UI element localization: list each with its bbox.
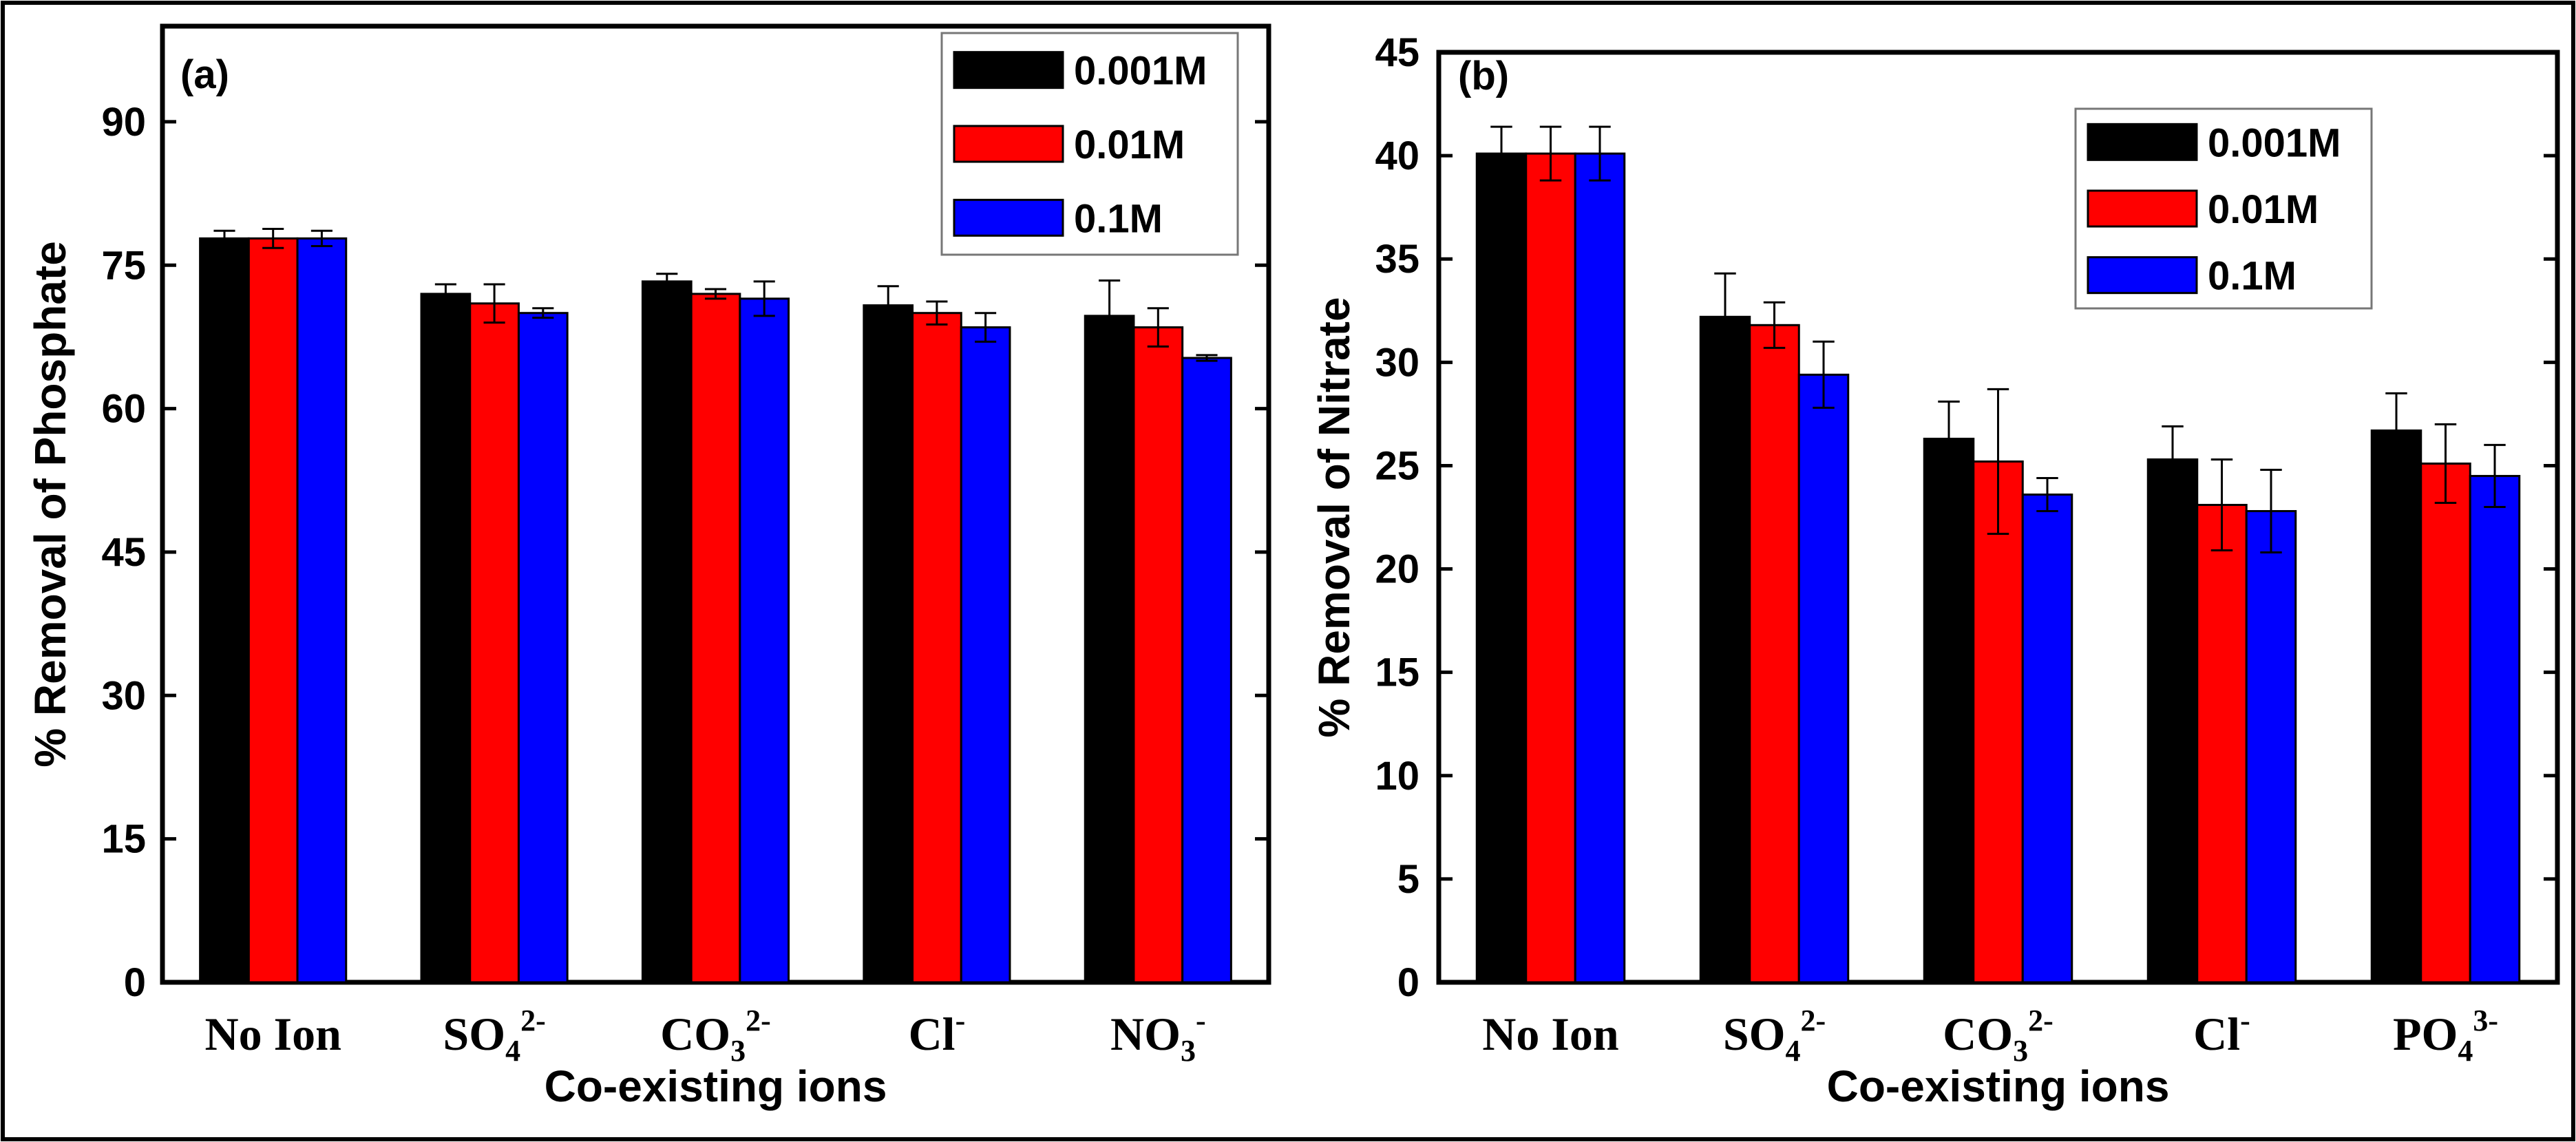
bar-0.1M: [1574, 152, 1626, 984]
x-tick-label: Cl-: [2193, 1004, 2250, 1060]
y-tick-label: 0: [1397, 960, 1419, 1005]
y-tick-label: 45: [101, 530, 146, 575]
x-tick-label: SO42-: [443, 1004, 545, 1068]
bar-0.1M: [1181, 357, 1232, 984]
y-tick-label: 15: [1375, 651, 1419, 695]
bar-0.001M: [1475, 152, 1528, 984]
y-tick-label: 35: [1375, 237, 1419, 282]
bar-0.01M: [1972, 460, 2024, 984]
y-tick-label: 40: [1375, 134, 1419, 178]
legend-swatch: [953, 125, 1064, 163]
legend-label: 0.001M: [2208, 120, 2341, 165]
bar-0.001M: [420, 293, 472, 984]
y-tick-label: 90: [101, 100, 146, 145]
y-tick-label: 75: [101, 243, 146, 288]
bar-0.1M: [739, 297, 790, 984]
bar-0.1M: [2021, 493, 2073, 984]
bar-0.1M: [960, 326, 1011, 984]
bar-0.001M: [863, 304, 914, 984]
y-tick-label: 30: [1375, 340, 1419, 385]
bar-0.1M: [1797, 373, 1850, 984]
legend-label: 0.01M: [2208, 187, 2319, 232]
x-tick-label: No Ion: [1482, 1008, 1618, 1060]
y-axis-title: % Removal of Nitrate: [1309, 297, 1359, 737]
bar-0.1M: [517, 312, 569, 984]
bar-0.1M: [2245, 509, 2297, 984]
x-tick-label: No Ion: [205, 1008, 341, 1060]
panel-label: (b): [1458, 54, 1509, 98]
bar-0.01M: [2420, 462, 2471, 984]
bar-0.01M: [1132, 326, 1184, 984]
legend-swatch: [953, 51, 1064, 89]
y-tick-label: 5: [1397, 857, 1419, 902]
x-tick-label: Cl-: [909, 1004, 966, 1060]
x-tick-label: PO43-: [2393, 1004, 2498, 1068]
bar-0.1M: [2469, 474, 2521, 984]
y-tick-label: 30: [101, 673, 146, 718]
bar-0.001M: [199, 237, 250, 984]
y-tick-label: 45: [1375, 30, 1419, 75]
y-tick-label: 0: [124, 960, 146, 1005]
bar-0.01M: [247, 237, 299, 984]
y-axis-title: % Removal of Phosphate: [25, 241, 75, 768]
bar-0.001M: [1699, 315, 1751, 984]
bar-0.001M: [2370, 429, 2422, 984]
x-tick-label: NO3-: [1110, 1004, 1206, 1068]
bar-0.01M: [690, 293, 741, 984]
chart-a: 0 15 30 45 60 75 90 No Ion SO42- CO32- Cl- NO3- Co-e…: [25, 23, 1271, 1111]
bar-0.1M: [296, 237, 348, 984]
bar-0.001M: [2146, 458, 2199, 984]
bar-0.01M: [2196, 503, 2248, 984]
x-tick-label: SO42-: [1723, 1004, 1826, 1068]
x-axis-title: Co-existing ions: [1827, 1061, 2170, 1111]
panel-label: (a): [180, 52, 229, 97]
x-tick-label: CO32-: [660, 1004, 771, 1068]
x-tick-label: CO32-: [1943, 1004, 2054, 1068]
y-tick-label: 10: [1375, 754, 1419, 799]
bar-0.01M: [1525, 152, 1576, 984]
bar-0.01M: [1749, 324, 1800, 984]
y-tick-label: 25: [1375, 443, 1419, 488]
legend: 0.001M 0.01M 0.1M: [940, 32, 1239, 256]
legend: 0.001M 0.01M 0.1M: [2074, 107, 2373, 310]
bar-0.01M: [469, 302, 520, 984]
chart-b: 0 5 10 15 20 25 30 35 40 45 No Ion SO42- CO32- Cl- PO4…: [1309, 30, 2560, 1111]
bar-0.001M: [1084, 315, 1135, 984]
y-tick-label: 60: [101, 387, 146, 432]
bar-0.001M: [1923, 437, 1975, 984]
legend-swatch: [2087, 123, 2198, 161]
legend-swatch: [2087, 256, 2198, 295]
y-tick-label: 20: [1375, 547, 1419, 592]
legend-label: 0.1M: [1074, 196, 1163, 241]
legend-label: 0.01M: [1074, 123, 1185, 167]
legend-label: 0.001M: [1074, 49, 1207, 94]
bar-0.001M: [641, 280, 693, 984]
bar-0.01M: [911, 312, 962, 984]
legend-swatch: [2087, 189, 2198, 228]
x-axis-title: Co-existing ions: [545, 1061, 887, 1111]
y-tick-label: 15: [101, 817, 146, 862]
legend-swatch: [953, 198, 1064, 237]
legend-label: 0.1M: [2208, 254, 2297, 299]
